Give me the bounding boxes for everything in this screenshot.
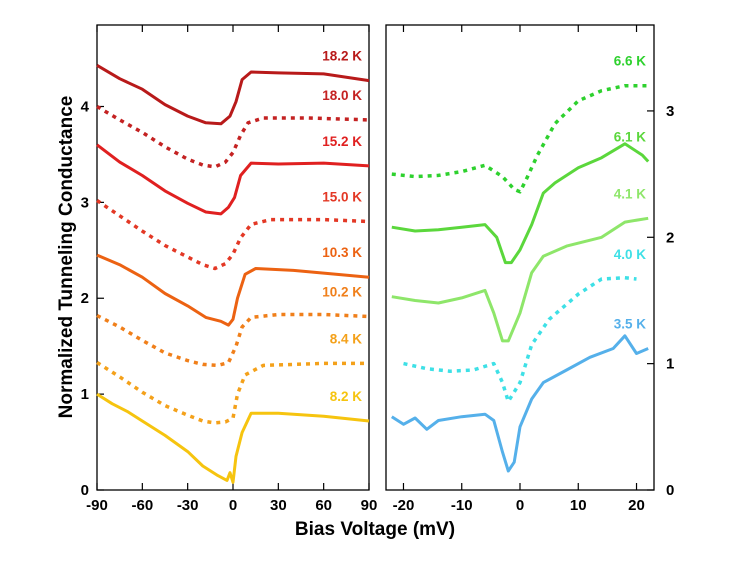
right-curves (390, 83, 650, 473)
curve-label: 3.5 K (614, 316, 647, 331)
x-tick-label: -90 (86, 497, 108, 514)
x-tick-label: 90 (361, 497, 378, 514)
y-tick-label: 2 (81, 290, 89, 307)
series-line (96, 143, 370, 216)
x-tick-label: 30 (270, 497, 287, 514)
curve-label: 18.0 K (322, 88, 362, 103)
curve-label: 4.0 K (614, 247, 647, 262)
curve-label: 15.2 K (322, 134, 362, 149)
curve-label: 6.6 K (614, 54, 647, 69)
x-tick-label: 60 (315, 497, 332, 514)
series-line (390, 334, 649, 473)
x-tick-label: 0 (516, 497, 524, 514)
curve-label: 6.1 K (614, 129, 647, 144)
x-tick-label: -30 (177, 497, 199, 514)
series-line (96, 361, 369, 425)
series-line (96, 64, 370, 126)
series-line (96, 392, 370, 484)
series-line (96, 104, 370, 169)
x-axis-title: Bias Voltage (mV) (295, 519, 455, 540)
series-line (96, 253, 370, 327)
left-curves (96, 64, 370, 484)
y-tick-label: 3 (666, 103, 674, 120)
y-tick-label: 1 (666, 356, 674, 373)
x-tick-label: -10 (451, 497, 473, 514)
series-line (391, 216, 649, 343)
x-tick-label: 20 (628, 497, 645, 514)
series-line (391, 142, 650, 265)
y-tick-label: 3 (81, 194, 89, 211)
right-labels: 6.6 K 6.1 K 4.1 K 4.0 K 3.5 K (614, 54, 647, 332)
curve-label: 10.3 K (322, 245, 362, 260)
series-line (391, 83, 649, 194)
y-tick-label: 0 (666, 482, 674, 499)
curve-label: 15.0 K (322, 190, 362, 205)
left-ticks: -90 -60 -30 0 30 60 90 0 1 2 3 4 (81, 25, 378, 514)
curve-label: 4.1 K (614, 186, 647, 201)
curve-label: 8.2 K (330, 389, 363, 404)
series-line (403, 275, 637, 404)
y-tick-label: 2 (666, 229, 674, 246)
right-ticks: -20 -10 0 10 20 0 1 2 3 (393, 25, 674, 514)
left-labels: 18.2 K 18.0 K 15.2 K 15.0 K 10.3 K 10.2 K 8.4 … (322, 49, 362, 404)
x-tick-label: 0 (229, 497, 237, 514)
curve-label: 18.2 K (322, 49, 362, 64)
x-tick-label: -60 (131, 497, 153, 514)
y-tick-label: 4 (81, 98, 90, 115)
curve-label: 10.2 K (322, 284, 362, 299)
x-tick-label: 10 (570, 497, 587, 514)
y-tick-label: 0 (81, 482, 89, 499)
y-axis-title: Normalized Tunneling Conductance (56, 96, 77, 419)
y-tick-label: 1 (81, 386, 89, 403)
x-tick-label: -20 (393, 497, 415, 514)
curve-label: 8.4 K (330, 331, 363, 346)
series-line (96, 312, 370, 368)
